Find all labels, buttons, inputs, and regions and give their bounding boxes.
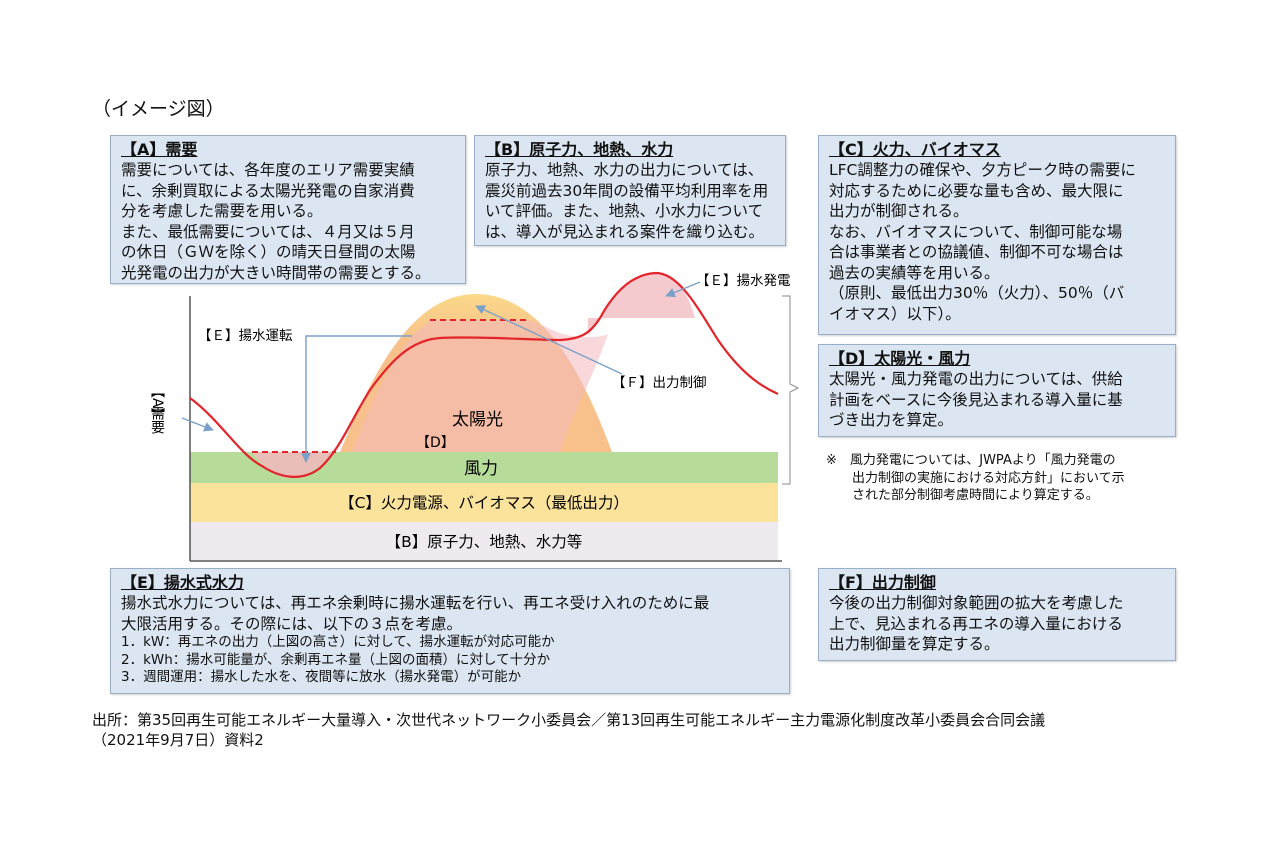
wind-label: 風力 [464, 459, 498, 479]
curtail-area [352, 320, 608, 452]
thermal-box: 【C】火力、バイオマス LFC調整力の確保や、夕方ピーク時の需要に 対応するため… [818, 135, 1176, 335]
curtailment-box: 【F】出力制御 今後の出力制御対象範囲の拡大を考慮した 上で、見込まれる再エネの… [818, 568, 1176, 661]
demand-arrow [181, 417, 214, 432]
demand-label-word: 需要 [149, 406, 165, 434]
nuclear-box-body: 原子力、地熱、水力の出力については、 震災前過去30年間の設備平均利用率を用 い… [485, 161, 769, 241]
curtail-arrow [475, 305, 623, 375]
curtailment-box-title: 【F】出力制御 [829, 573, 936, 592]
solar-d-label: 【D】 [416, 435, 455, 451]
pumping-gen-arrow [665, 281, 701, 298]
pumping-op-arrow [301, 335, 412, 463]
curtail-label: 【Ｆ】出力制御 [612, 375, 707, 391]
demand-box-body: 需要については、各年度のエリア需要実績 に、余剰買取による太陽光発電の自家消費 … [121, 161, 431, 282]
right-brace [782, 295, 800, 485]
demand-box: 【A】需要 需要については、各年度のエリア需要実績 に、余剰買取による太陽光発電… [110, 135, 466, 284]
solar-wind-box-body: 太陽光・風力発電の出力については、供給 計画をベースに今後見込まれる導入量に基 … [829, 370, 1123, 429]
thermal-box-body: LFC調整力の確保や、夕方ピーク時の需要に 対応するために必要な量も含め、最大限… [829, 161, 1136, 323]
pumping-gen-label: 【Ｅ】揚水発電 [696, 272, 791, 289]
solar-label: 太陽光 [452, 410, 503, 430]
solar-wind-box: 【D】太陽光・風力 太陽光・風力発電の出力については、供給 計画をベースに今後見… [818, 344, 1176, 437]
nuclear-box: 【B】原子力、地熱、水力 原子力、地熱、水力の出力については、 震災前過去30年… [474, 135, 786, 246]
wind-note: ※ 風力発電については、JWPAより「風力発電の 出力制御の実施における対応方針… [826, 453, 1125, 503]
nuclear-band [190, 522, 778, 560]
thermal-box-title: 【C】火力、バイオマス [829, 140, 1001, 159]
pumped-hydro-box: 【E】揚水式水力 揚水式水力については、再エネ余剰時に揚水運転を行い、再エネ受け… [110, 568, 790, 694]
demand-curve [189, 271, 779, 478]
demand-label-a: 【A】 [149, 384, 165, 422]
nuclear-box-title: 【B】原子力、地熱、水力 [485, 140, 674, 159]
demand-box-title: 【A】需要 [121, 140, 198, 159]
pumped-hydro-box-body: 揚水式水力については、再エネ余剰時に揚水運転を行い、再エネ受け入れのために最 大… [121, 594, 710, 633]
pumped-hydro-box-title: 【E】揚水式水力 [121, 573, 244, 592]
curtailment-box-body: 今後の出力制御対象範囲の拡大を考慮した 上で、見込まれる再エネの導入量における … [829, 594, 1124, 653]
nuclear-label: 【B】原子力、地熱、水力等 [386, 533, 583, 551]
solar-wind-box-title: 【D】太陽光・風力 [829, 349, 971, 368]
thermal-label: 【C】火力電源、バイオマス（最低出力） [339, 494, 629, 512]
image-caption: （イメージ図） [92, 98, 225, 120]
pumped-hydro-box-items: 1．kW：再エネの出力（上図の高さ）に対して、揚水運転が対応可能か 2．kWh：… [121, 634, 555, 685]
source-citation: 出所：第35回再生可能エネルギー大量導入・次世代ネットワーク小委員会／第13回再… [92, 711, 1046, 749]
thermal-band [190, 483, 778, 522]
pumping-op-label: 【Ｅ】揚水運転 [198, 327, 293, 344]
